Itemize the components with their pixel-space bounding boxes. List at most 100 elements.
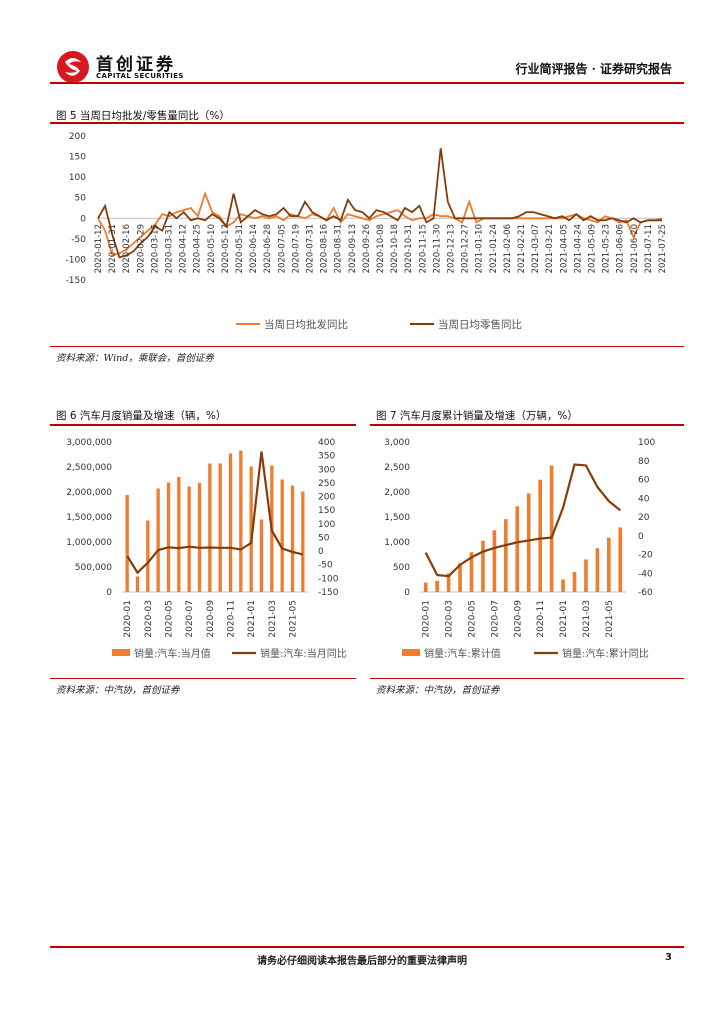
figure-5-bottom-rule: [50, 346, 684, 347]
x-tick-label: 2020-11-15: [418, 224, 428, 273]
figure-7-title: 图 7 汽车月度累计销量及增速（万辆，%）: [376, 410, 578, 422]
right-y-tick-label: 100: [318, 520, 335, 530]
y-tick-label: -50: [71, 235, 86, 245]
growth-line: [424, 463, 621, 578]
right-y-tick-label: 350: [318, 452, 335, 462]
legend-label-2: 当周日均零售同比: [438, 318, 522, 331]
x-tick-label: 2021-03-07: [531, 224, 541, 273]
page-number: 3: [665, 952, 672, 963]
x-tick-label: 2020-01-12: [94, 224, 104, 273]
right-y-tick-label: 40: [638, 494, 650, 504]
right-y-tick-label: 200: [318, 493, 335, 503]
left-y-tick-label: 3,000,000: [66, 438, 112, 448]
right-y-tick-label: 0: [638, 532, 644, 542]
bar: [301, 491, 305, 592]
bar: [156, 488, 160, 592]
bar: [469, 552, 474, 592]
x-tick-label: 2020-01: [123, 600, 133, 638]
left-y-tick-label: 500,000: [75, 563, 112, 573]
figure-7-chart: 3,000 2,500 2,000 1,500 1,000 500 0 100 80 60 40 20…: [384, 438, 655, 660]
bar: [423, 582, 428, 592]
y-tick-label: 200: [69, 132, 86, 142]
right-y-tick-label: 150: [318, 506, 335, 516]
legend-label-bar: 销量:汽车:累计值: [424, 647, 501, 660]
bar: [435, 580, 439, 592]
series-line-2: [97, 148, 662, 259]
x-tick-label: 2021-06-06: [616, 224, 626, 273]
x-tick-label: 2021-02-21: [517, 224, 527, 273]
left-y-tick-label: 2,000,000: [66, 488, 112, 498]
bar: [515, 506, 520, 592]
y-tick-label: -100: [66, 255, 87, 265]
brand-emblem-icon: [57, 51, 89, 83]
right-y-tick-label: 100: [638, 438, 655, 448]
bar: [166, 482, 171, 592]
bar: [549, 465, 554, 592]
bar: [280, 479, 284, 592]
figure-7-bottom-rule: [370, 678, 684, 679]
right-y-tick-label: 250: [318, 479, 335, 489]
figure-7-top-rule: [370, 424, 684, 426]
y-tick-label: 0: [80, 214, 86, 224]
bar: [607, 537, 611, 592]
left-y-tick-label: 2,000: [384, 488, 410, 498]
y-tick-label: 150: [69, 153, 86, 163]
bar: [259, 519, 264, 592]
x-tick-label: 2020-07-05: [277, 224, 287, 273]
series-line-1: [97, 190, 663, 257]
x-tick-label: 2020-05-31: [235, 224, 245, 273]
brand-name-en: CAPITAL SECURITIES: [96, 72, 184, 80]
x-tick-label: 2021-03: [582, 600, 592, 638]
x-tick-label: 2020-05: [468, 600, 478, 638]
x-tick-label: 2021-04-24: [573, 224, 583, 273]
bar: [228, 453, 233, 592]
x-tick-label: 2020-12-27: [461, 224, 471, 273]
legend-label-1: 当周日均批发同比: [264, 318, 348, 331]
legend-swatch-bar: [112, 649, 130, 656]
left-y-tick-label: 1,500: [384, 513, 410, 523]
x-tick-label: 2021-05: [605, 600, 615, 638]
x-tick-label: 2021-01-10: [475, 224, 485, 273]
x-tick-label: 2020-03-15: [150, 224, 160, 273]
footer-disclaimer: 请务必仔细阅读本报告最后部分的重要法律声明: [257, 956, 467, 967]
x-tick-label: 2020-07-19: [291, 224, 301, 273]
bar: [595, 548, 600, 592]
bar: [584, 559, 588, 592]
x-tick-label: 2020-05-17: [221, 224, 231, 273]
right-y-tick-label: -50: [318, 561, 333, 571]
left-y-tick-label: 2,500: [384, 463, 410, 473]
bar: [538, 479, 542, 592]
left-y-tick-label: 2,500,000: [66, 463, 112, 473]
bar: [177, 477, 181, 592]
x-tick-label: 2020-06-14: [249, 224, 259, 273]
x-tick-label: 2021-04-05: [559, 224, 569, 273]
legend-label-line: 销量:汽车:当月同比: [260, 647, 347, 660]
growth-line: [126, 451, 304, 575]
right-y-tick-label: -150: [318, 588, 339, 598]
left-y-tick-label: 0: [106, 588, 112, 598]
right-y-tick-label: -40: [638, 569, 653, 579]
x-tick-label: 2021-07-11: [644, 224, 654, 273]
x-tick-label: 2021-01: [559, 600, 569, 638]
x-tick-label: 2020-02-29: [136, 224, 146, 273]
x-tick-label: 2020-04-12: [179, 224, 189, 273]
right-y-tick-label: 20: [638, 513, 650, 523]
bar: [208, 463, 212, 592]
legend-label-line: 销量:汽车:累计同比: [562, 647, 649, 660]
right-y-tick-label: 60: [638, 476, 650, 486]
right-y-tick-label: -60: [638, 588, 653, 598]
bar: [239, 450, 243, 592]
legend-swatch-bar: [402, 649, 420, 656]
x-tick-label: 2020-01: [422, 600, 432, 638]
right-y-tick-label: 0: [318, 547, 324, 557]
x-tick-label: 2021-06-20: [630, 224, 640, 273]
figure-5-top-rule: [50, 122, 684, 124]
bar: [618, 527, 623, 592]
x-tick-label: 2020-11: [536, 600, 546, 638]
x-tick-label: 2020-09: [206, 600, 216, 638]
x-tick-label: 2020-09-26: [362, 224, 372, 273]
x-tick-label: 2020-08-16: [320, 224, 330, 273]
right-y-tick-label: -100: [318, 574, 339, 584]
bar: [572, 572, 577, 592]
x-tick-label: 2020-05: [165, 600, 175, 638]
